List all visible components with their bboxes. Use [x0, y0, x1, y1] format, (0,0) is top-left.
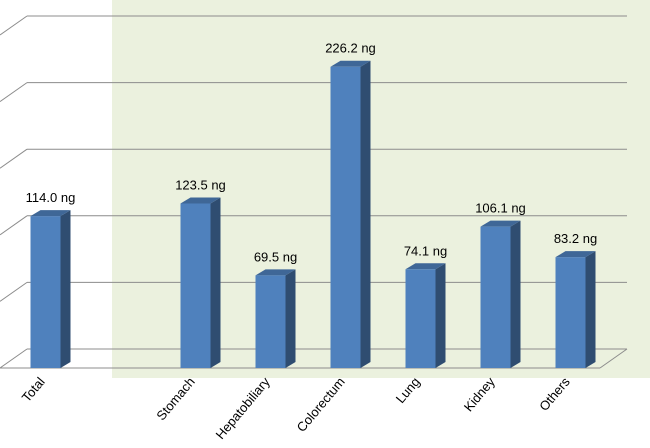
value-label: 114.0 ng	[26, 190, 76, 205]
bar	[180, 197, 221, 368]
bar-front	[405, 269, 436, 368]
value-label: 74.1 ng	[404, 243, 447, 258]
bar-side	[435, 263, 446, 368]
bar-top	[555, 251, 596, 258]
bar-side	[60, 210, 71, 368]
bar	[405, 263, 446, 368]
value-label: 106.1 ng	[475, 201, 526, 216]
x-tick-label: Total	[19, 374, 48, 405]
bar	[330, 60, 371, 368]
value-label: 123.5 ng	[175, 177, 226, 192]
grid-tick	[0, 148, 28, 169]
x-tick-label: Others	[536, 374, 573, 414]
bar-top	[330, 60, 371, 67]
x-tick-label: Stomach	[153, 374, 197, 423]
bar-side	[285, 269, 296, 368]
bar-front	[480, 226, 511, 368]
bar	[480, 220, 521, 368]
floor-right	[599, 348, 628, 369]
bar	[255, 269, 296, 368]
x-tick-label: Hepatobiliary	[213, 374, 274, 442]
value-label: 69.5 ng	[254, 249, 297, 264]
bar-side	[585, 251, 596, 368]
bar-front	[30, 216, 61, 368]
bar-front	[255, 275, 286, 368]
bar-side	[210, 197, 221, 368]
bar-front	[330, 66, 361, 368]
bar	[555, 251, 596, 368]
grid-tick	[0, 281, 28, 302]
bar-top	[405, 263, 446, 270]
bar-side	[510, 220, 521, 368]
x-tick-label: Lung	[393, 374, 423, 406]
grid-tick	[0, 82, 28, 103]
grid-tick	[0, 348, 28, 369]
grid-tick	[0, 215, 28, 236]
bar-top	[180, 197, 221, 204]
bar-side	[360, 60, 371, 368]
value-label: 226.2 ng	[325, 41, 376, 56]
bar	[30, 210, 71, 368]
bar-top	[255, 269, 296, 276]
bar-top	[480, 220, 521, 227]
x-tick-label: Kidney	[461, 374, 498, 414]
bar-front	[555, 257, 586, 368]
bar-top	[30, 210, 71, 217]
value-label: 83.2 ng	[554, 231, 597, 246]
x-tick-label: Colorectum	[294, 374, 348, 435]
grid-tick	[0, 15, 28, 36]
bar-front	[180, 203, 211, 368]
